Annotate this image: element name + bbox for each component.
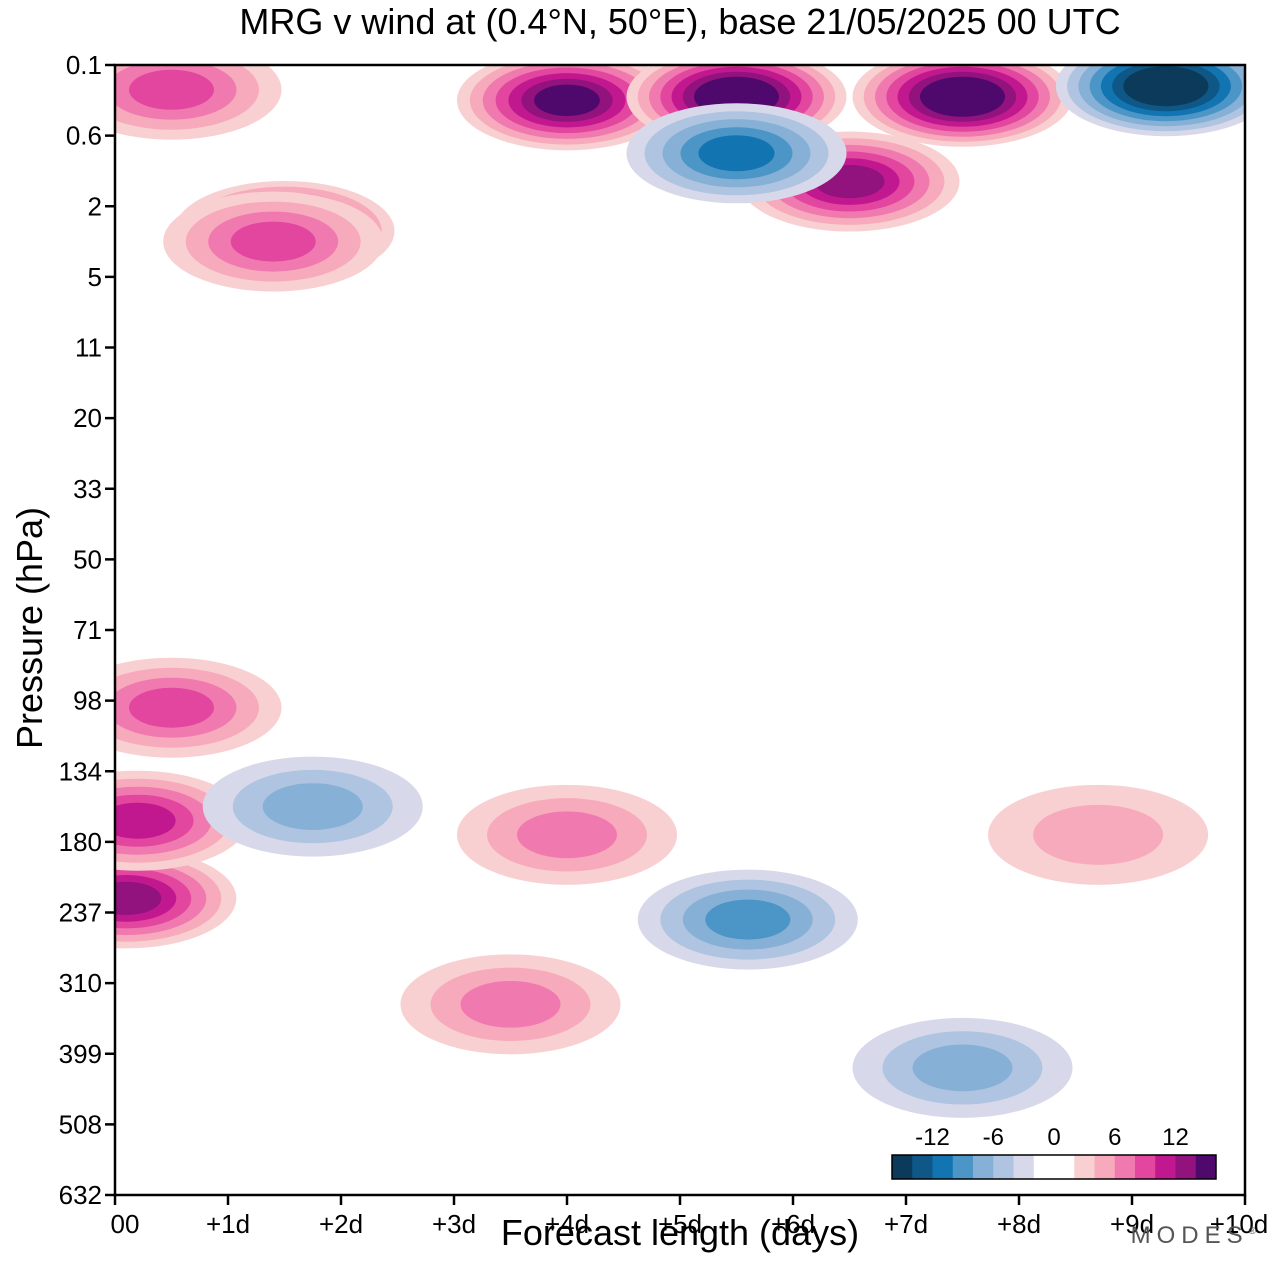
colorbar-tick-label: 6 [1108,1124,1121,1151]
contour-band [534,84,600,117]
contour-band [705,899,791,940]
y-tick-label: 180 [59,827,102,857]
y-tick-label: 310 [59,968,102,998]
modes-logo: MODES® [1130,1222,1256,1249]
colorbar-frame [891,1154,1217,1180]
x-tick-label: +3d [432,1209,476,1239]
x-tick-label: +6d [771,1209,815,1239]
y-tick-label: 399 [59,1039,102,1069]
contour-band [460,980,561,1028]
x-tick-label: +5d [658,1209,702,1239]
colorbar-swatch [1195,1155,1217,1179]
x-tick-label: +4d [545,1209,589,1239]
x-tick-label: +10d [1210,1209,1269,1239]
y-tick-label: 0.1 [66,50,102,80]
y-axis: 0.1 0.6 2 5 11 20 33 50 71 98 134 180 237 310 399 508 63… [59,50,115,1210]
contour-band [115,881,162,916]
contour-band [1134,71,1198,102]
contour-band [698,135,775,172]
contour-band [129,687,214,728]
contour-band [931,81,994,112]
colorbar-swatch [1155,1155,1176,1179]
colorbar-swatch [973,1155,994,1179]
colorbar-swatch [892,1155,913,1179]
contour-band [517,811,617,859]
contour-band [115,802,176,839]
contour-field [115,65,1245,1118]
colorbar-swatch [932,1155,954,1179]
y-axis-label: Pressure (hPa) [9,506,50,750]
x-axis-label: Forecast length (days) [500,1212,860,1253]
y-tick-label: 134 [59,756,102,786]
colorbar-swatch [1114,1155,1136,1179]
colorbar-tick-label: -6 [983,1124,1004,1151]
y-tick-label: 33 [73,474,102,504]
colorbar-swatch [912,1155,933,1179]
colorbar-swatch [1033,1155,1055,1179]
y-tick-label: 5 [88,262,102,292]
x-tick-label: +9d [1110,1209,1154,1239]
colorbar-swatch [1013,1155,1035,1179]
colorbar-swatch [1054,1155,1075,1179]
contour-band [230,221,316,262]
y-tick-label: 98 [73,686,102,716]
colorbar-tick-label: 12 [1162,1124,1189,1151]
colorbar-swatch [1175,1155,1197,1179]
y-tick-label: 632 [59,1180,102,1210]
colorbar-tick-label: -12 [915,1124,950,1151]
colorbar-tick-label: 0 [1047,1124,1060,1151]
y-tick-label: 508 [59,1109,102,1139]
x-tick-label: +8d [997,1209,1041,1239]
colorbar-swatch [1094,1155,1116,1179]
contour-band [1033,804,1164,865]
colorbar-swatch [1074,1155,1095,1179]
contour-band [262,783,363,830]
colorbar-swatch [1135,1155,1156,1179]
colorbar: -12 -6 0 6 12 [886,1118,1222,1188]
x-tick-label: +7d [884,1209,928,1239]
contour-band [129,69,214,110]
y-tick-label: 0.6 [66,121,102,151]
y-tick-label: 11 [75,333,102,363]
x-axis: 00 +1d +2d +3d +4d +5d +6d +7d +8d +9d +10d [111,1195,1269,1239]
contour-band [912,1044,1013,1092]
y-tick-label: 237 [59,898,102,928]
x-tick-label: +1d [206,1209,250,1239]
y-tick-label: 50 [73,544,102,574]
y-tick-label: 2 [88,191,102,221]
colorbar-swatch [993,1155,1014,1179]
y-tick-label: 20 [73,403,102,433]
x-tick-label: +2d [319,1209,363,1239]
chart-title: MRG v wind at (0.4°N, 50°E), base 21/05/… [239,1,1121,42]
colorbar-swatch [952,1155,974,1179]
y-tick-label: 71 [73,615,102,645]
x-tick-label: 00 [111,1209,140,1239]
